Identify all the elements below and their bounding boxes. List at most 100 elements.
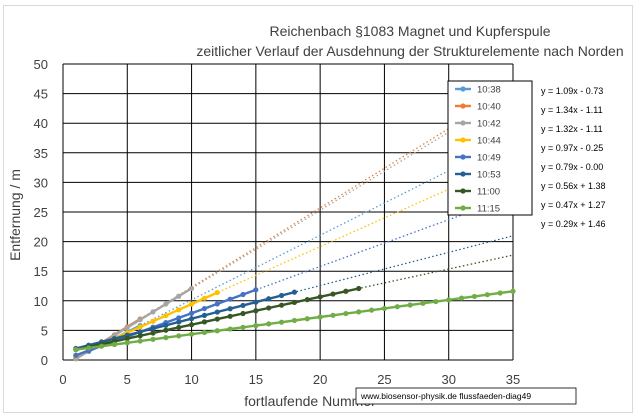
data-point-1115-8 xyxy=(163,335,169,341)
legend-marker-1038 xyxy=(460,86,466,92)
data-point-1100-17 xyxy=(278,302,285,308)
data-point-1115-17 xyxy=(278,319,285,325)
data-point-1049-11 xyxy=(201,305,208,312)
y-tick-label-35: 35 xyxy=(34,146,48,161)
data-point-1044-11 xyxy=(201,295,208,301)
data-point-1115-12 xyxy=(214,328,220,334)
x-axis-title: fortlaufende Nummer xyxy=(244,393,376,409)
data-point-1100-21 xyxy=(330,291,336,297)
data-point-1115-10 xyxy=(188,331,195,337)
data-point-1042-5 xyxy=(124,324,130,331)
trendline-1038 xyxy=(75,137,514,359)
legend-marker-1040 xyxy=(460,103,466,109)
data-point-1100-22 xyxy=(343,288,349,294)
legend-label-1044: 10:44 xyxy=(477,136,501,147)
data-point-1115-19 xyxy=(304,316,310,322)
tick-labels: 0 5 10 15 20 25 30 35 40 45 50 0 5 10 15 20 25 30 35 xyxy=(34,57,521,387)
y-tick-label-10: 10 xyxy=(34,294,48,309)
data-point-1100-13 xyxy=(227,313,233,319)
data-point-1115-21 xyxy=(330,312,336,318)
data-point-1115-24 xyxy=(368,307,375,313)
data-point-1115-13 xyxy=(227,326,233,332)
data-point-1100-6 xyxy=(137,333,143,339)
data-point-1100-20 xyxy=(317,294,323,300)
trendline-1100 xyxy=(75,254,514,351)
data-point-1100-23 xyxy=(356,285,362,292)
data-point-1053-14 xyxy=(240,302,246,309)
y-tick-label-30: 30 xyxy=(34,175,48,190)
equation-1044: y = 0.97x - 0.25 xyxy=(541,143,603,153)
data-point-1115-23 xyxy=(356,309,362,315)
legend-label-1115: 11:15 xyxy=(477,204,500,215)
legend-marker-1044 xyxy=(460,137,466,143)
data-point-1115-4 xyxy=(111,341,118,348)
x-tick-label-25: 25 xyxy=(377,372,391,387)
data-series xyxy=(73,285,516,362)
data-point-1049-12 xyxy=(214,301,220,307)
data-point-1053-15 xyxy=(253,299,259,305)
y-tick-label-5: 5 xyxy=(41,323,48,338)
x-tick-label-15: 15 xyxy=(249,372,263,387)
data-point-1115-33 xyxy=(484,292,490,298)
data-point-1053-8 xyxy=(163,322,169,328)
equation-1042: y = 1.32x - 1.11 xyxy=(541,124,603,134)
data-point-1049-15 xyxy=(253,287,259,293)
data-point-1053-13 xyxy=(227,306,233,312)
data-point-1049-10 xyxy=(188,310,195,316)
data-point-1042-7 xyxy=(150,309,156,315)
data-point-1100-7 xyxy=(150,330,156,336)
data-point-1044-7 xyxy=(150,318,156,324)
data-point-1100-9 xyxy=(176,324,182,331)
data-point-1100-10 xyxy=(188,322,195,328)
y-tick-label-45: 45 xyxy=(34,87,48,102)
data-point-1100-5 xyxy=(124,335,130,342)
credit-box xyxy=(355,387,577,405)
legend-label-1040: 10:40 xyxy=(477,102,501,113)
x-tick-label-20: 20 xyxy=(313,372,327,387)
equation-1040: y = 1.34x - 1.11 xyxy=(541,105,603,115)
x-tick-label-0: 0 xyxy=(59,372,66,387)
data-point-1044-12 xyxy=(214,289,220,296)
data-point-1115-31 xyxy=(458,295,465,301)
data-point-1115-29 xyxy=(433,298,439,305)
legend-label-1042: 10:42 xyxy=(477,119,501,130)
y-tick-label-15: 15 xyxy=(34,264,48,279)
data-point-1115-20 xyxy=(317,314,323,320)
data-point-1115-28 xyxy=(420,300,426,306)
data-point-1100-19 xyxy=(304,297,310,303)
equation-1049: y = 0.79x - 0.00 xyxy=(541,162,603,172)
data-point-1053-18 xyxy=(291,289,298,295)
y-tick-label-25: 25 xyxy=(34,205,48,220)
data-point-1053-12 xyxy=(214,309,220,315)
y-tick-label-40: 40 xyxy=(34,116,48,131)
data-point-1100-16 xyxy=(266,305,272,311)
data-point-1115-34 xyxy=(497,290,503,296)
data-point-1053-6 xyxy=(137,329,143,335)
data-point-1042-10 xyxy=(188,285,195,292)
data-point-1053-16 xyxy=(266,296,272,302)
trendline-1040 xyxy=(75,88,514,360)
legend: 10:38 10:40 10:42 10:44 10:49 10:53 11:00 11:15 xyxy=(455,85,501,215)
legend-label-1049: 10:49 xyxy=(477,153,501,164)
data-point-1115-15 xyxy=(253,323,259,329)
data-point-1044-6 xyxy=(137,324,143,330)
data-point-1044-8 xyxy=(163,312,169,319)
legend-marker-1115 xyxy=(460,205,466,211)
grid xyxy=(62,63,514,361)
data-point-1053-11 xyxy=(201,312,208,318)
equation-1100: y = 0.47x + 1.27 xyxy=(541,200,606,210)
data-point-1053-10 xyxy=(188,316,195,322)
legend-marker-1100 xyxy=(460,188,466,194)
data-point-1115-27 xyxy=(407,302,413,308)
trendline-1049 xyxy=(75,195,514,356)
legend-label-1038: 10:38 xyxy=(477,85,501,96)
data-point-1115-11 xyxy=(201,329,208,336)
y-axis-title: Entfernung / m xyxy=(7,169,23,261)
data-point-1115-5 xyxy=(124,340,130,346)
data-point-1049-13 xyxy=(227,296,233,302)
y-tick-label-50: 50 xyxy=(34,57,48,72)
chart-title-line-1: Reichenbach §1083 Magnet und Kupferspule xyxy=(270,23,551,39)
data-point-1042-9 xyxy=(176,293,182,299)
data-point-1044-9 xyxy=(176,307,182,313)
